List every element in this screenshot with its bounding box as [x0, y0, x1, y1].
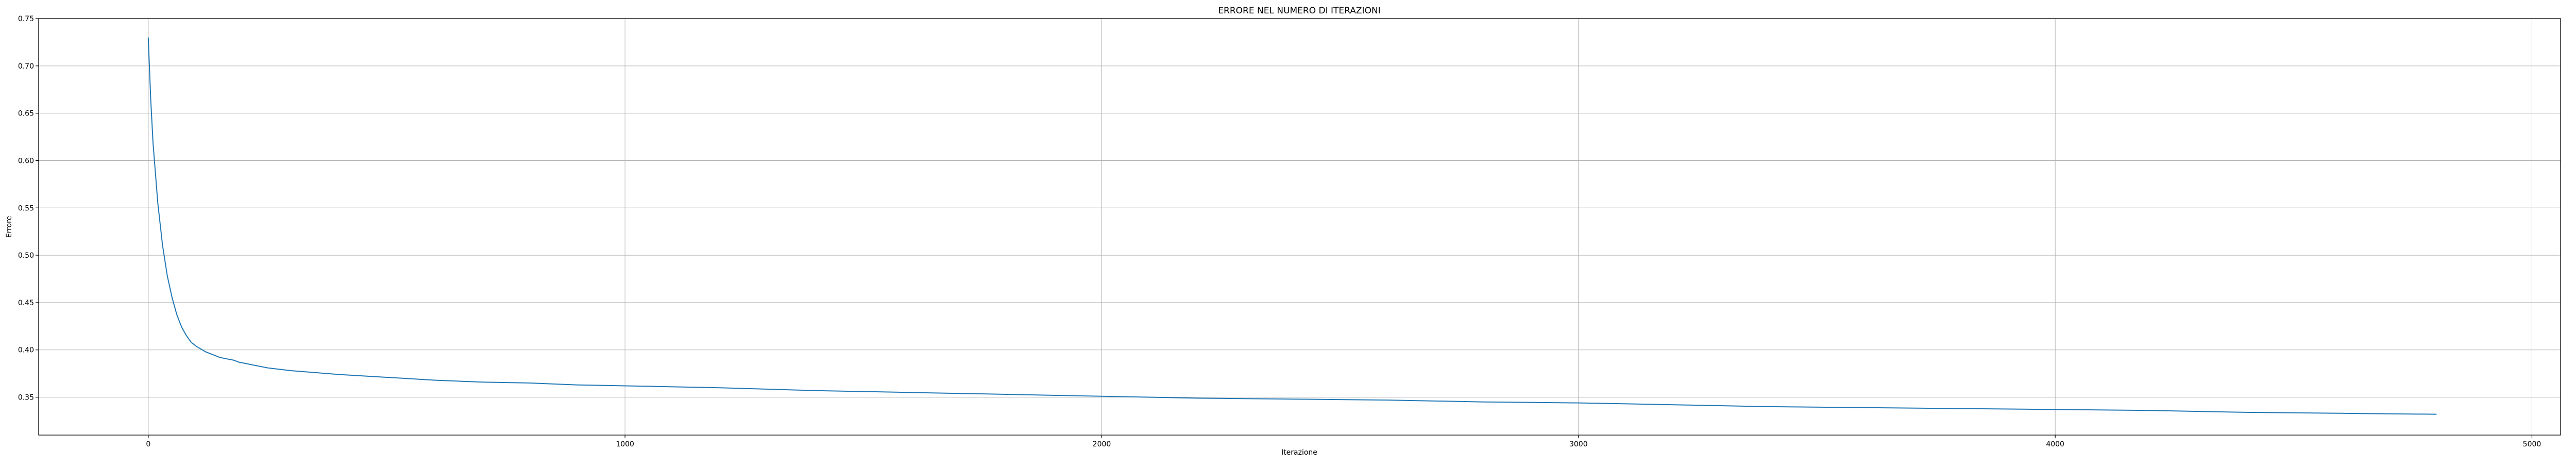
- y-tick-label: 0.65: [18, 110, 34, 118]
- chart-title: ERRORE NEL NUMERO DI ITERAZIONI: [1218, 6, 1380, 16]
- y-tick-label: 0.45: [18, 299, 34, 307]
- y-tick-label: 0.50: [18, 252, 34, 260]
- y-tick-label: 0.75: [18, 15, 34, 23]
- x-axis: 0 1000 2000 3000 4000 5000: [146, 435, 2541, 448]
- y-tick-label: 0.40: [18, 346, 34, 355]
- x-axis-label: Iterazione: [1281, 448, 1317, 457]
- x-tick-label: 4000: [2046, 440, 2064, 448]
- x-tick-label: 5000: [2523, 440, 2541, 448]
- plot-frame: [38, 18, 2561, 436]
- x-tick-label: 1000: [616, 440, 634, 448]
- y-tick-label: 0.35: [18, 394, 34, 402]
- x-tick-label: 0: [146, 440, 150, 448]
- x-tick-label: 2000: [1093, 440, 1111, 448]
- y-tick-label: 0.55: [18, 204, 34, 212]
- series-line: [147, 37, 2437, 415]
- grid: [39, 18, 2561, 435]
- x-tick-label: 3000: [1569, 440, 1588, 448]
- y-axis-label: Errore: [5, 216, 13, 238]
- series-layer: [147, 37, 2437, 415]
- y-tick-label: 0.70: [18, 62, 34, 71]
- y-tick-label: 0.60: [18, 157, 34, 165]
- y-axis: 0.35 0.40 0.45 0.50 0.55 0.60 0.65 0.70 0.75: [18, 15, 39, 402]
